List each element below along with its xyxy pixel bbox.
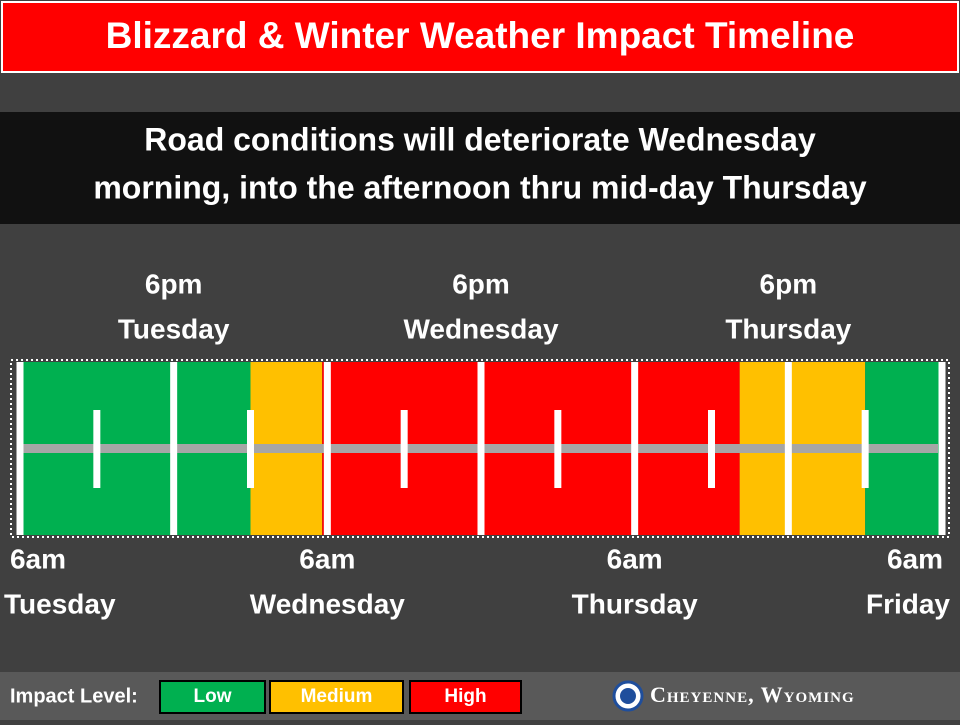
legend-item: Low xyxy=(194,686,232,707)
message-line: morning, into the afternoon thru mid-day… xyxy=(93,169,867,205)
day-label: Thursday xyxy=(725,313,851,344)
header-bar xyxy=(1,1,959,73)
minor-tick xyxy=(554,410,562,488)
minor-tick xyxy=(93,410,101,488)
title: Blizzard & Winter Weather Impact Timelin… xyxy=(106,15,855,56)
message-line: Road conditions will deteriorate Wednesd… xyxy=(144,121,816,157)
minor-tick xyxy=(708,410,715,488)
time-label: 6am xyxy=(607,543,663,574)
office-name: Cheyenne, Wyoming xyxy=(650,682,855,707)
day-label: Wednesday xyxy=(403,313,559,344)
timeline-frame xyxy=(10,359,950,538)
day-label: Tuesday xyxy=(118,313,230,344)
time-label: 6am xyxy=(10,543,66,574)
legend-item: Medium xyxy=(301,686,373,707)
major-tick xyxy=(170,362,178,535)
nws-logo-inner xyxy=(620,688,636,704)
time-label: 6pm xyxy=(760,268,818,299)
day-label: Tuesday xyxy=(4,588,116,619)
legend-item: High xyxy=(444,686,486,707)
time-label: 6pm xyxy=(145,268,203,299)
minor-tick xyxy=(861,410,869,488)
time-label: 6am xyxy=(887,543,943,574)
time-label: 6am xyxy=(299,543,355,574)
day-label: Wednesday xyxy=(250,588,406,619)
legend: Low Medium High xyxy=(159,680,522,714)
day-label: Thursday xyxy=(572,588,698,619)
message-box xyxy=(0,112,960,224)
legend-label: Impact Level: xyxy=(10,685,138,707)
legend-swatch xyxy=(159,680,266,714)
legend-swatch xyxy=(269,680,404,714)
major-tick xyxy=(16,362,24,535)
minor-tick xyxy=(247,410,254,488)
major-tick xyxy=(631,362,639,535)
minor-tick xyxy=(400,410,408,488)
legend-swatch xyxy=(409,680,522,714)
timeline: 6pm Tuesday 6pm Wednesday 6pm Thursday 6am Tues… xyxy=(4,268,950,619)
major-tick xyxy=(323,362,331,535)
major-tick xyxy=(477,362,485,535)
major-tick xyxy=(784,362,792,535)
time-label: 6pm xyxy=(452,268,510,299)
day-label: Friday xyxy=(866,588,950,619)
major-tick xyxy=(938,362,946,535)
